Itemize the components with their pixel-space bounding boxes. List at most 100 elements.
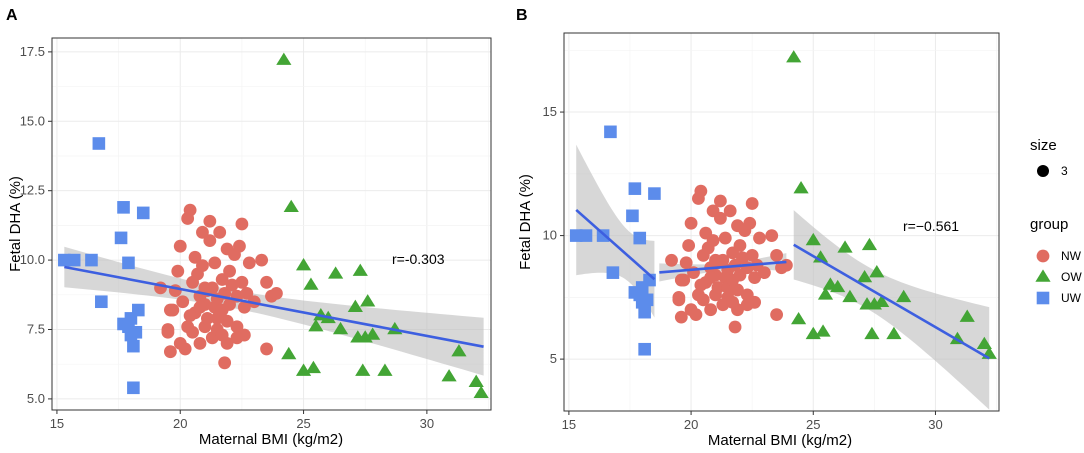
panel-b-label: B bbox=[516, 7, 528, 24]
point-nw bbox=[171, 264, 185, 278]
y-tick-label: 5 bbox=[550, 351, 557, 366]
point-nw bbox=[193, 300, 207, 314]
point-ow bbox=[864, 326, 880, 340]
point-ow bbox=[793, 181, 809, 194]
y-tick-label: 17.5 bbox=[20, 44, 45, 59]
legend-size-key-icon bbox=[1037, 165, 1049, 177]
point-uw bbox=[606, 266, 620, 279]
point-nw bbox=[213, 225, 227, 239]
x-tick-label: 25 bbox=[806, 417, 820, 432]
point-nw bbox=[242, 256, 256, 270]
x-tick-label: 30 bbox=[420, 416, 434, 431]
point-ow bbox=[869, 265, 885, 278]
point-uw bbox=[626, 209, 639, 223]
point-uw bbox=[638, 342, 651, 356]
panel-b-points bbox=[569, 50, 997, 359]
point-uw bbox=[579, 229, 593, 242]
point-ow bbox=[441, 369, 457, 382]
panel-a-confidence-bands bbox=[64, 246, 484, 376]
point-nw bbox=[240, 287, 254, 300]
point-nw bbox=[193, 336, 207, 350]
panel-a-fit-lines bbox=[64, 265, 484, 348]
point-nw bbox=[196, 259, 209, 273]
point-nw bbox=[223, 264, 236, 278]
point-uw bbox=[122, 256, 135, 270]
point-nw bbox=[779, 258, 793, 272]
point-ow bbox=[861, 237, 878, 251]
point-nw bbox=[200, 311, 214, 325]
legend-group-title: group bbox=[1030, 216, 1068, 233]
panel-b-x-axis-title: Maternal BMI (kg/m2) bbox=[708, 432, 852, 449]
point-nw bbox=[753, 231, 766, 245]
point-nw bbox=[270, 287, 283, 300]
point-nw bbox=[745, 248, 759, 262]
point-ow bbox=[815, 324, 831, 337]
point-nw bbox=[704, 271, 718, 284]
point-ow bbox=[837, 240, 853, 253]
legend-key-uw-icon bbox=[1036, 291, 1050, 305]
point-ow bbox=[308, 319, 324, 332]
panel-b-annotation: r=−0.561 bbox=[903, 218, 959, 234]
point-nw bbox=[183, 309, 197, 323]
legend-size-value: 3 bbox=[1061, 164, 1068, 178]
point-nw bbox=[233, 239, 246, 253]
x-tick-label: 15 bbox=[562, 417, 576, 432]
confidence-band bbox=[64, 246, 484, 376]
point-nw bbox=[260, 275, 273, 289]
panel-b-y-axis-title: Fetal DHA (%) bbox=[517, 174, 534, 270]
point-uw bbox=[67, 253, 81, 267]
point-nw bbox=[215, 303, 229, 317]
point-uw bbox=[129, 325, 143, 339]
point-ow bbox=[959, 309, 975, 322]
legend-group-items: NW OW UW bbox=[1035, 249, 1082, 305]
point-nw bbox=[711, 281, 725, 294]
point-nw bbox=[237, 300, 251, 314]
panel-b-ticks: 15 20 25 30 5 10 15 bbox=[543, 104, 943, 432]
panel-a-y-axis-title: Fetal DHA (%) bbox=[7, 176, 24, 272]
regression-line bbox=[575, 208, 656, 281]
point-uw bbox=[604, 125, 617, 139]
point-nw bbox=[674, 310, 688, 324]
point-nw bbox=[235, 217, 249, 231]
point-nw bbox=[740, 298, 754, 312]
point-ow bbox=[451, 344, 467, 357]
legend-label-uw: UW bbox=[1061, 291, 1082, 305]
regression-line bbox=[793, 243, 990, 360]
point-ow bbox=[817, 287, 834, 300]
point-nw bbox=[735, 251, 749, 265]
point-uw bbox=[117, 201, 130, 214]
point-ow bbox=[805, 232, 821, 246]
point-uw bbox=[132, 303, 145, 317]
confidence-band bbox=[576, 144, 655, 318]
x-tick-label: 20 bbox=[684, 417, 698, 432]
point-nw bbox=[765, 229, 779, 242]
point-nw bbox=[726, 273, 740, 287]
point-uw bbox=[127, 381, 140, 395]
point-nw bbox=[203, 234, 217, 248]
point-nw bbox=[230, 320, 244, 334]
point-ow bbox=[332, 321, 349, 335]
point-nw bbox=[770, 308, 784, 322]
point-nw bbox=[220, 314, 234, 328]
panel-a-x-axis-title: Maternal BMI (kg/m2) bbox=[199, 431, 343, 448]
y-tick-label: 5.0 bbox=[27, 391, 45, 406]
point-ow bbox=[377, 363, 393, 376]
point-ow bbox=[856, 269, 873, 283]
panel-a: A 15 20 25 30 5.0 7.5 10.0 12.5 15.0 17.5 r=-0.30… bbox=[6, 7, 492, 448]
point-uw bbox=[92, 137, 106, 150]
legend-key-nw-icon bbox=[1036, 249, 1050, 263]
panel-b-fit-lines bbox=[575, 208, 990, 360]
point-nw bbox=[173, 239, 187, 253]
point-nw bbox=[733, 239, 747, 252]
point-nw bbox=[203, 214, 217, 228]
point-nw bbox=[176, 295, 190, 309]
point-ow bbox=[365, 327, 381, 340]
point-uw bbox=[638, 305, 651, 319]
point-nw bbox=[215, 273, 229, 286]
point-uw bbox=[633, 231, 647, 245]
point-nw bbox=[674, 273, 688, 287]
panel-b-border bbox=[563, 32, 1000, 412]
point-ow bbox=[295, 258, 312, 271]
point-ow bbox=[786, 50, 802, 63]
